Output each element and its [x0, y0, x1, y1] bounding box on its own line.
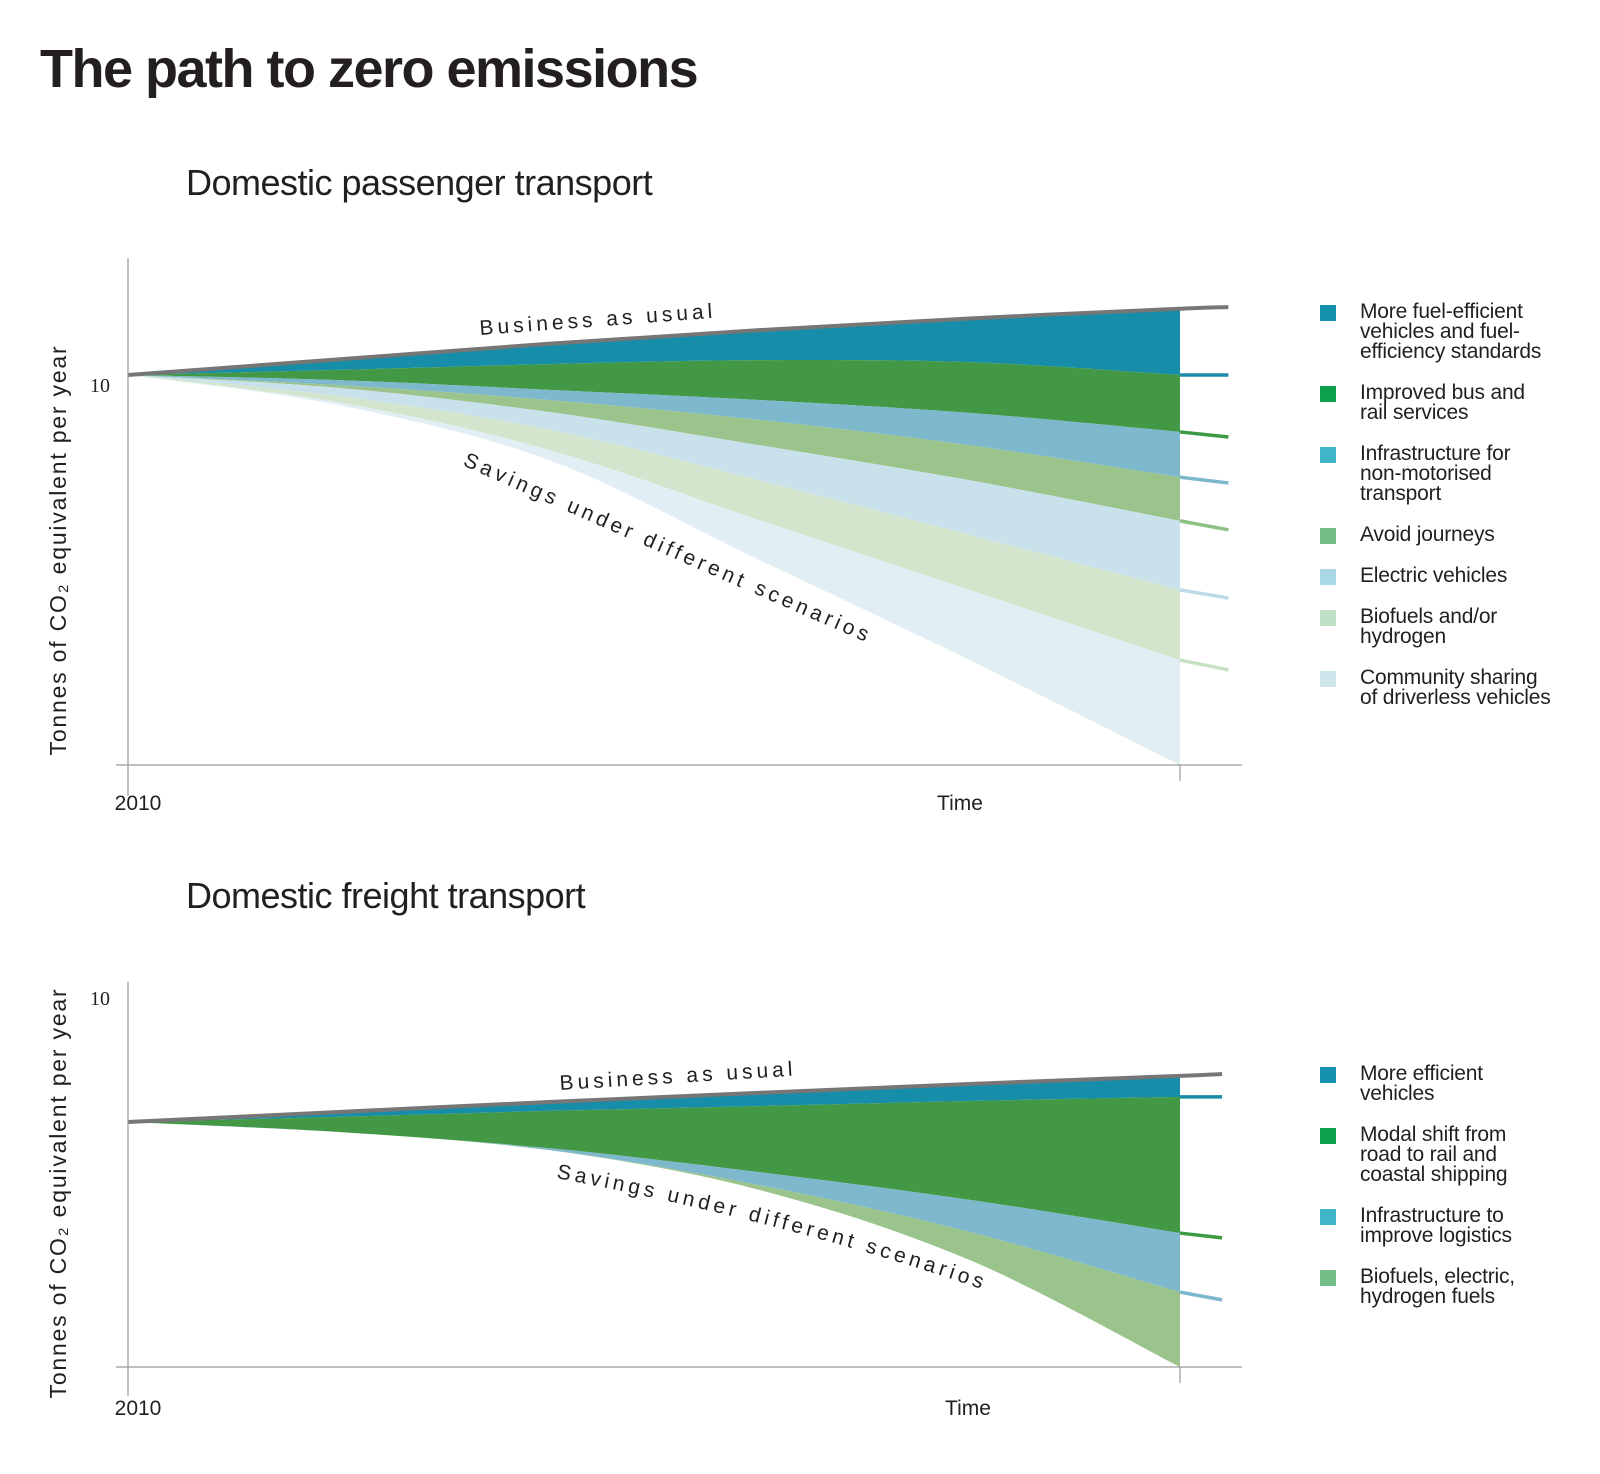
legend-passenger: More fuel-efficient vehicles and fuel- e… [1320, 300, 1600, 709]
legend-item: More fuel-efficient vehicles and fuel- e… [1320, 300, 1600, 363]
area-layers [128, 308, 1180, 765]
area-infrastructure-to-improve-logistics [128, 1121, 1180, 1293]
legend-item: More efficient vehicles [1320, 1062, 1600, 1105]
area-more-fuel-efficient-vehicles-and-fuel-efficiency-standards [128, 308, 1180, 375]
area-avoid-journeys [128, 375, 1180, 521]
boundary-tail-2 [1179, 430, 1229, 439]
y-tick-label: 10 [90, 988, 110, 1010]
legend-label: Infrastructure to improve logistics [1360, 1204, 1512, 1247]
legend-label: More fuel-efficient vehicles and fuel- e… [1360, 300, 1542, 363]
legend-swatch-icon [1320, 1209, 1336, 1225]
legend-label: Modal shift from road to rail and coasta… [1360, 1123, 1508, 1186]
boundary-tail-2 [1179, 1231, 1223, 1240]
legend-swatch-icon [1320, 1128, 1336, 1144]
legend-swatch-icon [1320, 1067, 1336, 1083]
area-modal-shift-from-road-to-rail-and-coastal-shipping [128, 1096, 1180, 1234]
area-electric-vehicles [128, 375, 1180, 590]
legend-item: Electric vehicles [1320, 564, 1600, 587]
chart-title-passenger: Domestic passenger transport [186, 162, 653, 203]
chart-title-freight: Domestic freight transport [186, 875, 586, 916]
area-infrastructure-for-non-motorised-transport [128, 375, 1180, 478]
area-improved-bus-and-rail-services [128, 359, 1180, 432]
x-tick-label: 2010 [115, 792, 162, 815]
passenger-chart: 10 2010 Time Tonnes of CO₂ equivalent pe… [45, 258, 1242, 815]
legend-label: Biofuels, electric, hydrogen fuels [1360, 1265, 1515, 1308]
legend-swatch-icon [1320, 528, 1336, 544]
axes [116, 258, 1242, 796]
legend-label: Community sharing of driverless vehicles [1360, 666, 1551, 709]
business-as-usual-line [127, 1072, 1223, 1124]
area-layers [128, 1075, 1180, 1367]
boundary-tail-4 [1179, 519, 1229, 532]
x-axis-label: Time [937, 792, 983, 815]
legend-swatch-icon [1320, 1270, 1336, 1286]
y-axis-label: Tonnes of CO₂ equivalent per year [45, 345, 71, 756]
boundary-lines [127, 1072, 1223, 1302]
boundary-tail-6 [1179, 658, 1229, 672]
axes [116, 982, 1242, 1396]
boundary-tail-3 [1179, 1290, 1223, 1302]
legend-item: Infrastructure to improve logistics [1320, 1204, 1600, 1247]
legend-swatch-icon [1320, 305, 1336, 321]
boundary-tail-5 [1179, 588, 1229, 600]
legend-freight: More efficient vehicles Modal shift from … [1320, 1062, 1600, 1308]
legend-swatch-icon [1320, 610, 1336, 626]
legend-item: Modal shift from road to rail and coasta… [1320, 1123, 1600, 1186]
business-as-usual-line [127, 305, 1229, 377]
boundary-lines [127, 305, 1229, 672]
legend-item: Biofuels, electric, hydrogen fuels [1320, 1265, 1600, 1308]
legend-item: Avoid journeys [1320, 523, 1600, 546]
legend-item: Improved bus and rail services [1320, 381, 1600, 424]
legend-label: Infrastructure for non-motorised transpo… [1360, 442, 1511, 505]
freight-chart: 10 2010 Time Tonnes of CO₂ equivalent pe… [45, 982, 1242, 1420]
legend-swatch-icon [1320, 569, 1336, 585]
legend-label: Electric vehicles [1360, 564, 1508, 587]
y-axis-label: Tonnes of CO₂ equivalent per year [45, 988, 71, 1399]
x-tick-label: 2010 [115, 1397, 162, 1420]
legend-item: Infrastructure for non-motorised transpo… [1320, 442, 1600, 505]
legend-swatch-icon [1320, 386, 1336, 402]
legend-label: Avoid journeys [1360, 523, 1495, 546]
legend-label: Improved bus and rail services [1360, 381, 1525, 424]
area-biofuels-electric-hydrogen-fuels [128, 1121, 1180, 1367]
legend-label: Biofuels and/or hydrogen [1360, 605, 1498, 648]
x-axis-label: Time [945, 1397, 991, 1420]
legend-swatch-icon [1320, 671, 1336, 687]
legend-swatch-icon [1320, 447, 1336, 463]
legend-item: Community sharing of driverless vehicles [1320, 666, 1600, 709]
page-title: The path to zero emissions [40, 39, 699, 99]
legend-item: Biofuels and/or hydrogen [1320, 605, 1600, 648]
y-tick-label: 10 [90, 375, 110, 397]
annotation-business-as-usual: Business as usual [559, 1058, 797, 1095]
boundary-tail-3 [1179, 475, 1229, 485]
legend-label: More efficient vehicles [1360, 1062, 1483, 1105]
